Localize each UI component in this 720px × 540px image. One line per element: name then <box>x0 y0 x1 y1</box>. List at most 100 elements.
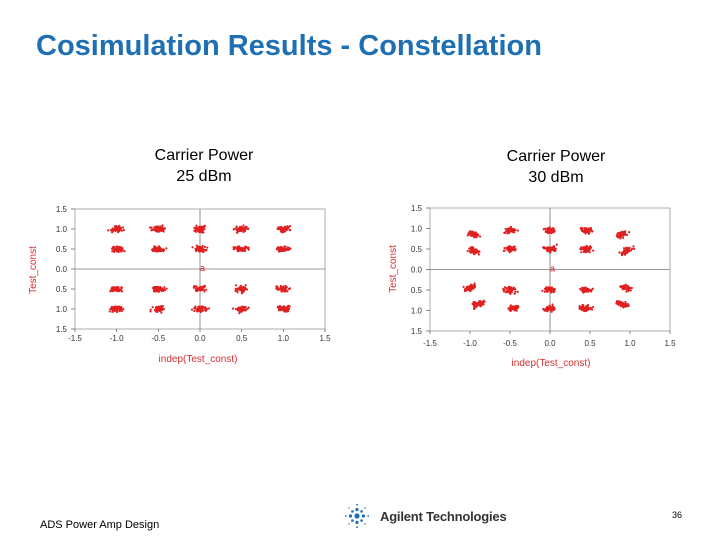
constellation-point <box>471 249 475 252</box>
constellation-point <box>508 245 511 248</box>
constellation-point <box>579 287 582 290</box>
constellation-point <box>119 306 123 309</box>
constellation-point <box>588 251 591 254</box>
constellation-point <box>163 289 166 292</box>
constellation-point <box>579 248 582 251</box>
constellation-point <box>117 228 120 231</box>
constellation-point <box>112 229 115 232</box>
constellation-point <box>231 307 235 310</box>
constellation-point <box>241 287 244 291</box>
constellation-point <box>513 307 516 311</box>
constellation-cluster <box>150 245 168 253</box>
constellation-point <box>153 248 156 251</box>
y-tick-label: 1.0 <box>411 307 423 316</box>
constellation-point <box>118 224 121 227</box>
constellation-point <box>515 305 518 308</box>
constellation-point <box>123 250 126 253</box>
constellation-point <box>468 285 471 288</box>
constellation-point <box>284 248 288 251</box>
constellation-point <box>587 232 591 235</box>
constellation-point <box>508 231 511 234</box>
constellation-point <box>618 233 621 237</box>
slide-title: Cosimulation Results - Constellation <box>36 30 542 62</box>
constellation-point <box>475 232 478 236</box>
constellation-point <box>503 246 506 250</box>
constellation-point <box>242 224 245 227</box>
constellation-point <box>285 229 288 232</box>
constellation-point <box>276 247 279 250</box>
constellation-point <box>472 233 475 236</box>
constellation-point <box>471 251 474 254</box>
constellation-point <box>479 301 482 304</box>
constellation-point <box>550 288 553 291</box>
constellation-point <box>632 247 636 251</box>
constellation-point <box>592 249 595 252</box>
constellation-point <box>618 251 621 254</box>
constellation-point <box>507 287 511 290</box>
constellation-cluster <box>578 303 595 313</box>
constellation-cluster <box>232 245 250 253</box>
constellation-point <box>286 225 289 228</box>
constellation-point <box>512 287 515 290</box>
x-tick-label: -1.5 <box>68 334 82 343</box>
constellation-cluster <box>503 225 519 235</box>
constellation-point <box>278 246 281 250</box>
constellation-point <box>162 248 165 251</box>
constellation-point <box>110 287 113 290</box>
constellation-point <box>619 285 622 288</box>
constellation-point <box>155 288 158 291</box>
constellation-point <box>585 248 588 251</box>
constellation-point <box>516 229 519 232</box>
constellation-point <box>629 249 633 252</box>
constellation-point <box>203 290 206 293</box>
constellation-point <box>547 229 550 233</box>
constellation-point <box>542 246 545 249</box>
constellation-point <box>165 247 168 250</box>
constellation-point <box>589 306 592 310</box>
constellation-point <box>586 231 589 234</box>
constellation-point <box>236 228 239 231</box>
constellation-point <box>469 288 472 292</box>
constellation-point <box>190 308 194 311</box>
constellation-point <box>285 306 288 310</box>
constellation-point <box>282 285 285 288</box>
y-tick-label: 1.0 <box>411 225 423 234</box>
constellation-point <box>617 231 620 235</box>
constellation-point <box>243 229 246 232</box>
constellation-cluster <box>109 286 124 293</box>
constellation-point <box>582 286 586 289</box>
constellation-cluster <box>276 304 291 313</box>
constellation-point <box>108 310 111 313</box>
constellation-point <box>280 290 283 293</box>
constellation-point <box>628 247 631 250</box>
constellation-point <box>193 229 196 232</box>
constellation-point <box>156 310 159 314</box>
constellation-point <box>237 248 240 251</box>
constellation-point <box>473 284 476 287</box>
chart-1: -1.5 -1.0 -0.5 0.0 0.5 1.0 1.5 1.5 1.0 0.5 0.0 0.5 1… <box>28 205 331 365</box>
constellation-point <box>235 289 239 292</box>
constellation-point <box>194 230 197 233</box>
constellation-point <box>624 300 627 304</box>
constellation-cluster <box>148 224 167 233</box>
constellation-point <box>287 309 290 313</box>
constellation-point <box>466 234 469 237</box>
constellation-point <box>624 283 627 287</box>
constellation-point <box>462 285 465 289</box>
constellation-point <box>282 229 285 232</box>
constellation-point <box>197 249 201 253</box>
constellation-point <box>165 287 168 290</box>
constellation-point <box>549 249 552 253</box>
constellation-point <box>120 247 123 250</box>
constellation-point <box>289 224 292 228</box>
constellation-point <box>156 308 159 311</box>
constellation-point <box>194 305 197 308</box>
constellation-point <box>287 246 290 250</box>
constellation-point <box>120 229 124 232</box>
constellation-point <box>201 247 204 250</box>
constellation-cluster <box>542 303 556 313</box>
constellation-point <box>205 288 208 291</box>
constellation-point <box>202 288 205 291</box>
constellation-point <box>193 307 196 310</box>
constellation-point <box>625 290 628 293</box>
